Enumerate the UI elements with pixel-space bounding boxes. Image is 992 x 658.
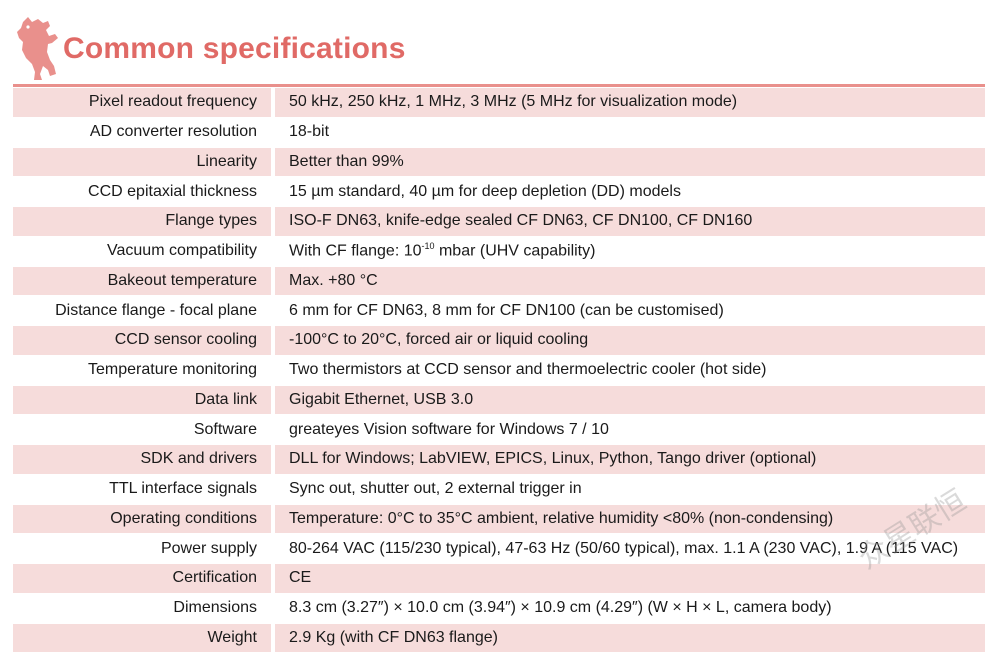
- spec-value: ISO-F DN63, knife-edge sealed CF DN63, C…: [275, 207, 985, 237]
- spec-label: Data link: [13, 385, 275, 416]
- page-title: Common specifications: [63, 32, 406, 65]
- table-row: TTL interface signals Sync out, shutter o…: [13, 474, 985, 505]
- spec-value-exponent: -10: [421, 241, 435, 252]
- table-row: Pixel readout frequency 50 kHz, 250 kHz, …: [13, 88, 985, 118]
- spec-value: Better than 99%: [275, 147, 985, 178]
- specifications-table: Pixel readout frequency 50 kHz, 250 kHz, …: [13, 88, 985, 654]
- spec-label: CCD sensor cooling: [13, 326, 275, 356]
- table-row: Flange types ISO-F DN63, knife-edge seale…: [13, 207, 985, 237]
- spec-label: CCD epitaxial thickness: [13, 177, 275, 207]
- spec-label: Linearity: [13, 147, 275, 178]
- spec-value: Two thermistors at CCD sensor and thermo…: [275, 356, 985, 386]
- spec-label: AD converter resolution: [13, 117, 275, 148]
- spec-value: 15 µm standard, 40 µm for deep depletion…: [275, 177, 985, 207]
- spec-value-suffix: mbar (UHV capability): [434, 242, 596, 260]
- spec-value: DLL for Windows; LabVIEW, EPICS, Linux, …: [275, 445, 985, 475]
- spec-value: -100°C to 20°C, forced air or liquid coo…: [275, 326, 985, 356]
- table-row: Certification CE: [13, 564, 985, 594]
- page-header: Common specifications: [10, 12, 982, 84]
- table-row: Vacuum compatibility With CF flange: 10-1…: [13, 236, 985, 267]
- spec-label: Temperature monitoring: [13, 355, 275, 386]
- spec-label: Dimensions: [13, 593, 275, 624]
- table-row: SDK and drivers DLL for Windows; LabVIEW,…: [13, 445, 985, 475]
- table-row: Software greateyes Vision software for Wi…: [13, 415, 985, 445]
- spec-label: Operating conditions: [13, 504, 275, 535]
- spec-value: With CF flange: 10-10 mbar (UHV capabili…: [275, 237, 985, 267]
- spec-value: 18-bit: [275, 118, 985, 148]
- table-row: Distance flange - focal plane 6 mm for CF…: [13, 296, 985, 326]
- table-row: Linearity Better than 99%: [13, 147, 985, 178]
- spec-label: Pixel readout frequency: [13, 88, 275, 118]
- spec-label: Bakeout temperature: [13, 266, 275, 297]
- spec-label: SDK and drivers: [13, 445, 275, 475]
- spec-value: 2.9 Kg (with CF DN63 flange): [275, 623, 985, 654]
- table-row: Bakeout temperature Max. +80 °C: [13, 266, 985, 297]
- table-row: CCD sensor cooling -100°C to 20°C, forced…: [13, 326, 985, 356]
- spec-label: TTL interface signals: [13, 474, 275, 505]
- spec-label: Weight: [13, 623, 275, 654]
- spec-label: Distance flange - focal plane: [13, 296, 275, 326]
- spec-value: greateyes Vision software for Windows 7 …: [275, 415, 985, 445]
- spec-value: 50 kHz, 250 kHz, 1 MHz, 3 MHz (5 MHz for…: [275, 88, 985, 118]
- header-divider: [13, 84, 985, 87]
- table-row: AD converter resolution 18-bit: [13, 117, 985, 148]
- spec-value-prefix: With CF flange: 10: [289, 242, 422, 260]
- table-row: Temperature monitoring Two thermistors at…: [13, 355, 985, 386]
- spec-value: Sync out, shutter out, 2 external trigge…: [275, 475, 985, 505]
- spec-value: Temperature: 0°C to 35°C ambient, relati…: [275, 504, 985, 535]
- berlin-bear-icon: [14, 14, 60, 82]
- spec-value: 6 mm for CF DN63, 8 mm for CF DN100 (can…: [275, 296, 985, 326]
- spec-value: 8.3 cm (3.27″) × 10.0 cm (3.94″) × 10.9 …: [275, 594, 985, 624]
- spec-value: Max. +80 °C: [275, 266, 985, 297]
- table-row: Weight 2.9 Kg (with CF DN63 flange): [13, 623, 985, 654]
- spec-label: Vacuum compatibility: [13, 236, 275, 267]
- table-row: CCD epitaxial thickness 15 µm standard, 4…: [13, 177, 985, 207]
- table-row: Data link Gigabit Ethernet, USB 3.0: [13, 385, 985, 416]
- table-row: Dimensions 8.3 cm (3.27″) × 10.0 cm (3.94…: [13, 593, 985, 624]
- spec-value: CE: [275, 564, 985, 594]
- spec-value: Gigabit Ethernet, USB 3.0: [275, 385, 985, 416]
- table-row: Operating conditions Temperature: 0°C to …: [13, 504, 985, 535]
- spec-label: Certification: [13, 564, 275, 594]
- table-row: Power supply 80-264 VAC (115/230 typical)…: [13, 534, 985, 564]
- spec-value: 80-264 VAC (115/230 typical), 47-63 Hz (…: [275, 534, 985, 564]
- spec-label: Power supply: [13, 534, 275, 564]
- spec-label: Flange types: [13, 207, 275, 237]
- spec-label: Software: [13, 415, 275, 445]
